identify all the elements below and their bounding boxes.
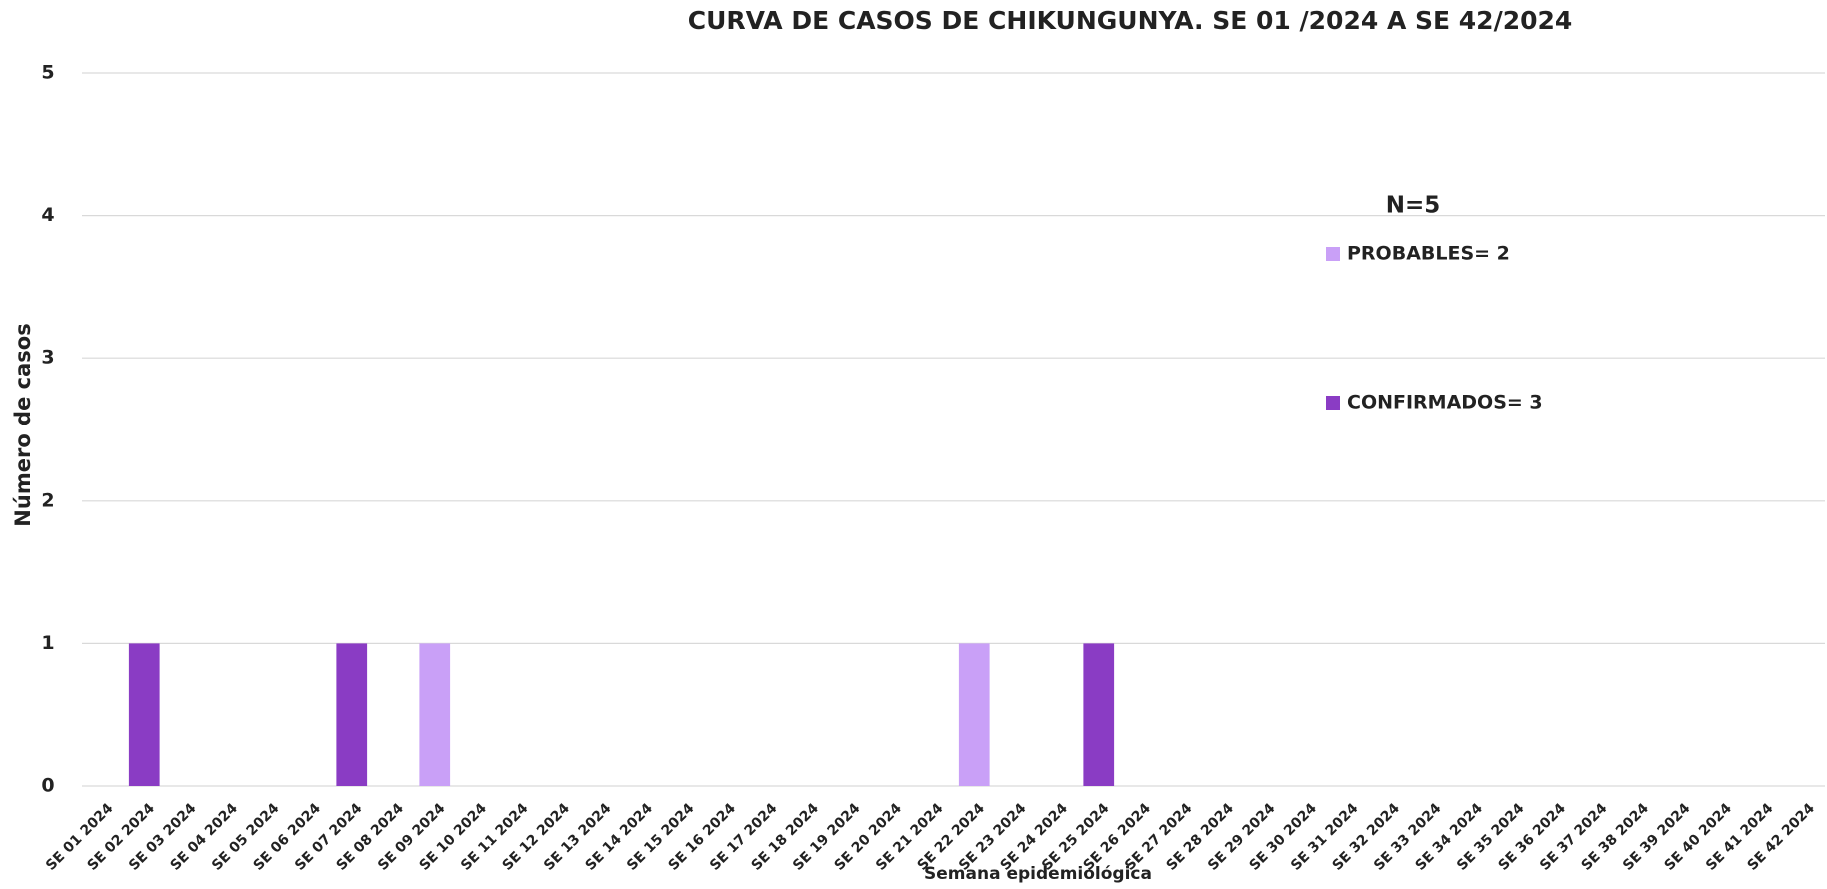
legend-swatch [1326,247,1340,261]
annotation: N=5 [1386,193,1441,219]
bar [128,643,160,786]
bar [958,643,990,786]
legend-swatch [1326,396,1340,410]
bar [419,643,451,786]
y-tick-label: 4 [41,204,54,226]
bar [336,643,368,786]
y-tick-label: 5 [41,62,54,84]
chart-title: CURVA DE CASOS DE CHIKUNGUNYA. SE 01 /20… [688,6,1573,35]
legend-label: CONFIRMADOS= 3 [1347,392,1543,414]
x-axis-label: Semana epidemiológica [924,864,1152,884]
legend-label: PROBABLES= 2 [1347,243,1510,265]
y-tick-label: 3 [41,347,54,369]
y-tick-label: 1 [41,632,54,654]
bar [1083,643,1115,786]
y-tick-label: 0 [41,775,54,797]
y-tick-label: 2 [41,489,54,511]
y-axis-label: Número de casos [11,323,35,526]
